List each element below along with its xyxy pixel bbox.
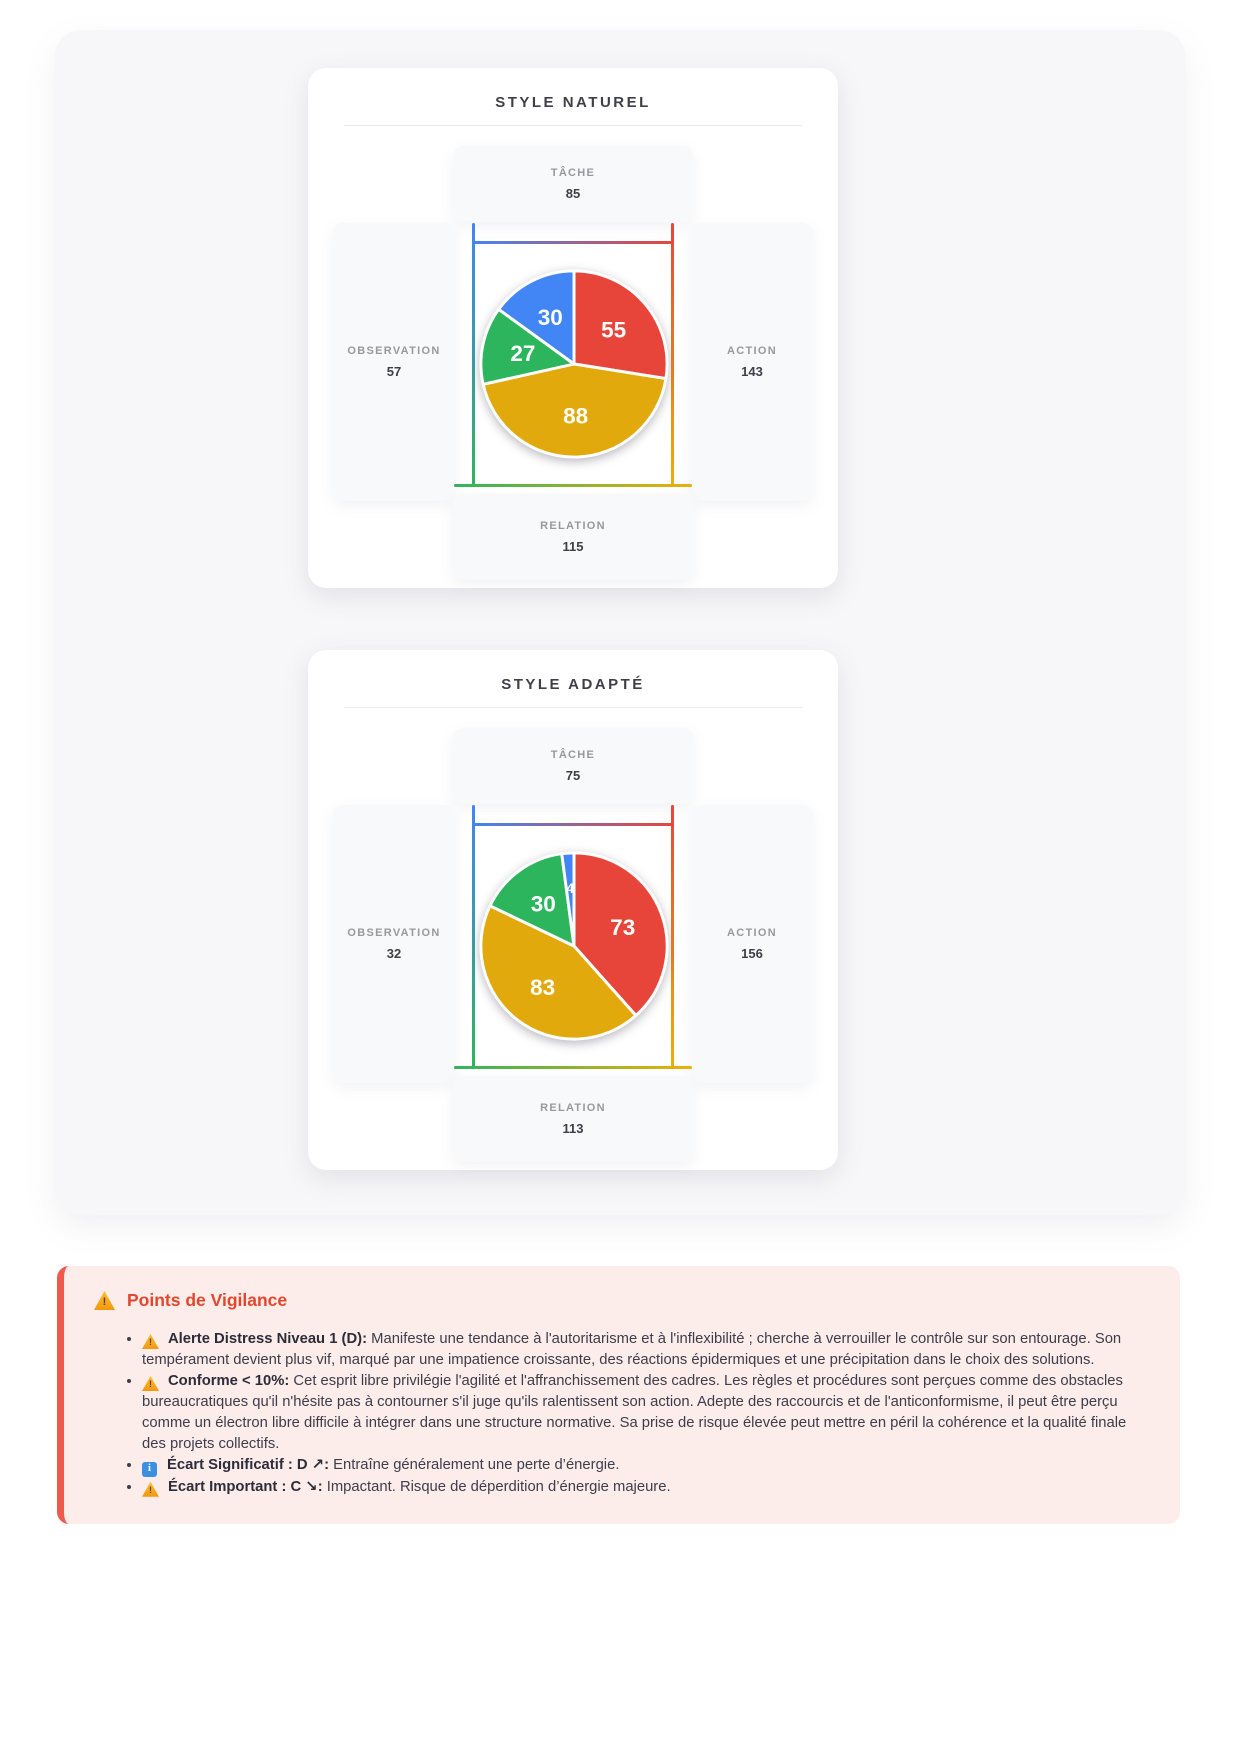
item-label: Écart Important : C ↘: (168, 1478, 323, 1495)
axis-card-action: ACTION 156 (691, 805, 813, 1083)
warning-icon: ! (142, 1376, 159, 1391)
warning-icon: ! (142, 1481, 159, 1497)
axis-value: 57 (386, 364, 402, 379)
axis-label: TÂCHE (550, 749, 596, 761)
axis-value: 113 (562, 1121, 584, 1136)
vigilance-alert-box: ! Points de Vigilance ! Alerte Distress N… (57, 1266, 1180, 1524)
vigilance-title: Points de Vigilance (127, 1290, 288, 1310)
pie-slice-label: 55 (601, 318, 626, 343)
pie-slice (479, 307, 576, 386)
chart-module-naturel: TÂCHE 85 OBSERVATION 57 ACTION 143 RELAT… (333, 146, 813, 586)
frame-line-left (472, 805, 475, 1069)
pie-slice (488, 852, 576, 948)
pie-slice-label: 4 (566, 881, 574, 896)
axis-label: OBSERVATION (347, 927, 441, 939)
pie-slice (572, 851, 669, 1018)
axis-label: ACTION (727, 927, 777, 939)
frame-line-bottom (454, 1066, 692, 1069)
frame-line-left (472, 223, 475, 487)
axis-card-tache: TÂCHE 75 (453, 728, 693, 804)
item-text: Cet esprit libre privilégie l'agilité et… (142, 1373, 1127, 1452)
axis-label: ACTION (727, 345, 777, 357)
axis-value: 143 (741, 364, 763, 379)
chart-module-adapte: TÂCHE 75 OBSERVATION 32 ACTION 156 RELAT… (333, 728, 813, 1168)
item-label: Écart Significatif : D ↗: (167, 1457, 330, 1473)
axis-value: 115 (562, 539, 584, 554)
pie-slice-label: 83 (530, 975, 555, 1000)
axis-card-observation: OBSERVATION 32 (333, 805, 455, 1083)
pie-slice-label: 30 (538, 305, 563, 330)
pie-slice-label: 30 (531, 891, 556, 916)
axis-card-relation: RELATION 113 (453, 1076, 693, 1162)
axis-label: TÂCHE (550, 167, 596, 179)
axis-value: 75 (565, 768, 581, 783)
chart-title-naturel: STYLE NATUREL (495, 94, 651, 111)
axis-card-action: ACTION 143 (691, 223, 813, 501)
pie-slice (497, 269, 576, 366)
pie-slice (479, 904, 638, 1041)
axis-value: 85 (565, 186, 581, 201)
axis-card-relation: RELATION 115 (453, 494, 693, 580)
chart-title-adapte: STYLE ADAPTÉ (501, 676, 645, 693)
axis-label: OBSERVATION (347, 345, 441, 357)
frame-line-right (671, 223, 674, 487)
pie-slice (560, 851, 576, 948)
item-text: Impactant. Risque de déperdition d’énerg… (326, 1478, 671, 1495)
frame-line-bottom (454, 484, 692, 487)
vigilance-list: ! Alerte Distress Niveau 1 (D): Manifeste… (94, 1329, 1150, 1498)
pie-slice-label: 27 (510, 341, 535, 366)
axis-card-tache: TÂCHE 85 (453, 146, 693, 222)
pie-slice-label: 88 (563, 404, 588, 429)
axis-card-observation: OBSERVATION 57 (333, 223, 455, 501)
pie-slice (572, 269, 669, 381)
axis-value: 32 (386, 946, 402, 961)
item-label: Alerte Distress Niveau 1 (D): (168, 1331, 368, 1347)
pie-svg: 73 83 30 4 (479, 851, 669, 1041)
vigilance-item: ! Alerte Distress Niveau 1 (D): Manifeste… (142, 1329, 1150, 1371)
pie-slice (481, 362, 668, 459)
style-adapte-card: STYLE ADAPTÉ TÂCHE 75 OBSERVATION 32 ACT… (308, 650, 838, 1170)
pie-chart-naturel: 55 88 27 30 (476, 266, 672, 462)
warning-icon: ! (142, 1334, 159, 1349)
pie-chart-adapte: 73 83 30 4 (476, 848, 672, 1044)
charts-panel: STYLE NATUREL TÂCHE 85 OBSERVATION 57 AC… (55, 30, 1185, 1215)
frame-line-top (472, 823, 674, 826)
axis-label: RELATION (540, 1102, 606, 1114)
vigilance-item: i Écart Significatif : D ↗: Entraîne géné… (142, 1455, 1150, 1477)
title-divider (344, 707, 802, 708)
vigilance-header: ! Points de Vigilance (94, 1290, 1150, 1311)
item-text: Entraîne généralement une perte d’énergi… (333, 1457, 620, 1473)
item-label: Conforme < 10%: (168, 1373, 290, 1389)
warning-icon: ! (94, 1291, 115, 1310)
frame-line-top (472, 241, 674, 244)
item-text: Manifeste une tendance à l'autoritarisme… (142, 1331, 1122, 1368)
vigilance-item: ! Conforme < 10%: Cet esprit libre privil… (142, 1371, 1150, 1455)
title-divider (344, 125, 802, 126)
info-icon: i (142, 1461, 157, 1477)
pie-slice-label: 73 (610, 915, 635, 940)
vigilance-item: ! Écart Important : C ↘: Impactant. Risqu… (142, 1477, 1150, 1498)
axis-value: 156 (741, 946, 763, 961)
frame-line-right (671, 805, 674, 1069)
style-naturel-card: STYLE NATUREL TÂCHE 85 OBSERVATION 57 AC… (308, 68, 838, 588)
axis-label: RELATION (540, 520, 606, 532)
